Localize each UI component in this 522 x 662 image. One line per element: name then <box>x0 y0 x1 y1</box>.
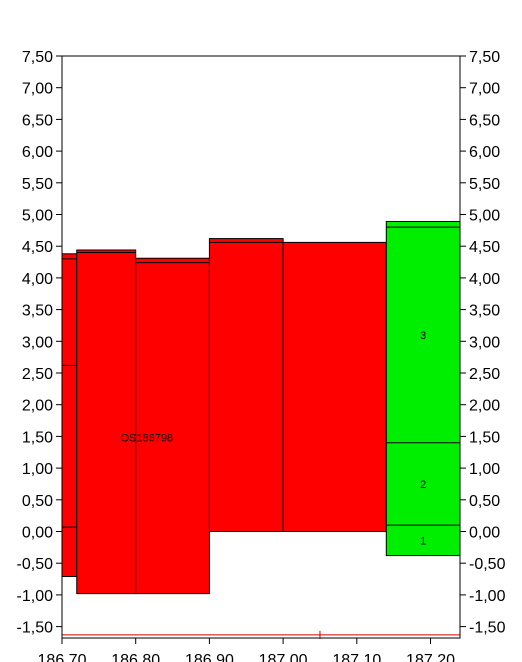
left-y-axis: 7,50 7,00 6,50 6,00 5,50 5,00 4,50 4,00 3,50 3,00… <box>17 49 62 637</box>
x-tick-label: 187,00 <box>259 652 308 662</box>
green-layer-label: 2 <box>420 479 426 491</box>
y-tick-label: 5,50 <box>22 176 53 193</box>
y-tick-label: 6,00 <box>22 144 53 161</box>
green-zone <box>385 220 461 557</box>
y-tick-label-right: -1,00 <box>469 588 506 605</box>
plot-border <box>61 55 461 639</box>
red-zone-label: OS186798 <box>120 433 173 445</box>
y-tick-label: 4,00 <box>22 271 53 288</box>
x-tick-label: 186,70 <box>38 652 87 662</box>
red-zone-block <box>282 241 387 532</box>
y-tick-label-right: 1,00 <box>469 461 500 478</box>
right-y-axis: 7,50 7,00 6,50 6,00 5,50 5,00 4,50 4,00 3,50 3,00… <box>460 49 506 637</box>
y-tick-label-right: 3,00 <box>469 334 500 351</box>
y-tick-label-right: -0,50 <box>469 556 506 573</box>
y-tick-label: 1,50 <box>22 429 53 446</box>
y-tick-label-right: 0,50 <box>469 493 500 510</box>
red-zone-block <box>76 249 137 595</box>
y-tick-label-right: 4,50 <box>469 239 500 256</box>
y-tick-label-right: 6,00 <box>469 144 500 161</box>
y-tick-label: 0,00 <box>22 525 53 542</box>
y-tick-label-right: 4,00 <box>469 271 500 288</box>
green-layer-label: 3 <box>420 330 426 342</box>
x-tick-label: 186,90 <box>185 652 234 662</box>
y-tick-label: 7,00 <box>22 81 53 98</box>
green-layer-label: 1 <box>420 535 426 547</box>
y-tick-label: 6,50 <box>22 112 53 129</box>
y-tick-label: 2,00 <box>22 398 53 415</box>
y-tick-label: 0,50 <box>22 493 53 510</box>
x-tick-label: 187,10 <box>332 652 381 662</box>
y-tick-label-right: 3,50 <box>469 303 500 320</box>
chart-zones <box>61 220 461 639</box>
y-tick-label-right: 7,50 <box>469 49 500 66</box>
red-zone-block <box>61 253 78 578</box>
y-tick-label: 3,00 <box>22 334 53 351</box>
y-tick-label-right: 2,00 <box>469 398 500 415</box>
chart-frame <box>61 55 461 639</box>
y-tick-label-right: 6,50 <box>469 112 500 129</box>
y-tick-label-right: 1,50 <box>469 429 500 446</box>
y-tick-label: -1,50 <box>17 620 54 637</box>
red-zone-block <box>208 238 284 532</box>
y-tick-label-right: -1,50 <box>469 620 506 637</box>
x-tick-label: 187,20 <box>406 652 455 662</box>
zone-labels: OS186798 1 2 3 <box>120 330 426 547</box>
y-tick-label: 5,00 <box>22 208 53 225</box>
y-tick-label: 4,50 <box>22 239 53 256</box>
y-tick-label: 1,00 <box>22 461 53 478</box>
y-tick-label-right: 5,00 <box>469 208 500 225</box>
y-tick-label-right: 5,50 <box>469 176 500 193</box>
y-tick-label: -0,50 <box>17 556 54 573</box>
y-tick-label-right: 0,00 <box>469 525 500 542</box>
y-tick-label-right: 2,50 <box>469 366 500 383</box>
x-tick-label: 186,80 <box>111 652 160 662</box>
y-tick-label: 3,50 <box>22 303 53 320</box>
red-zone-block <box>135 257 210 595</box>
x-axis: 186,70 186,80 186,90 187,00 187,10 187,20 <box>38 638 455 662</box>
y-tick-label: 7,50 <box>22 49 53 66</box>
y-tick-label-right: 7,00 <box>469 81 500 98</box>
y-tick-label: 2,50 <box>22 366 53 383</box>
y-tick-label: -1,00 <box>17 588 54 605</box>
